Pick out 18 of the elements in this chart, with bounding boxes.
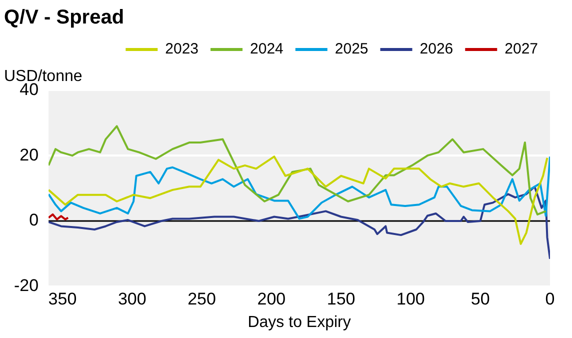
x-tick-label: 0	[545, 289, 555, 308]
y-tick-label: 20	[20, 145, 39, 164]
y-tick-label: 0	[29, 210, 39, 230]
y-tick-label: -20	[14, 276, 39, 296]
x-tick-label: 350	[48, 289, 77, 308]
legend-label: 2027	[504, 40, 538, 58]
x-tick-label: 100	[396, 289, 425, 308]
x-tick-label: 150	[326, 289, 356, 308]
x-axis-title: Days to Expiry	[248, 314, 351, 331]
x-tick-label: 50	[470, 289, 490, 308]
x-tick-label: 200	[257, 289, 286, 308]
x-tick-label: 300	[118, 289, 146, 308]
legend-label: 2025	[334, 40, 368, 58]
chart-title: Q/V - Spread	[4, 6, 124, 29]
legend-label: 2024	[250, 40, 284, 58]
legend-label: 2026	[420, 40, 454, 58]
legend-label: 2023	[165, 40, 199, 58]
x-tick-label: 250	[188, 289, 216, 308]
